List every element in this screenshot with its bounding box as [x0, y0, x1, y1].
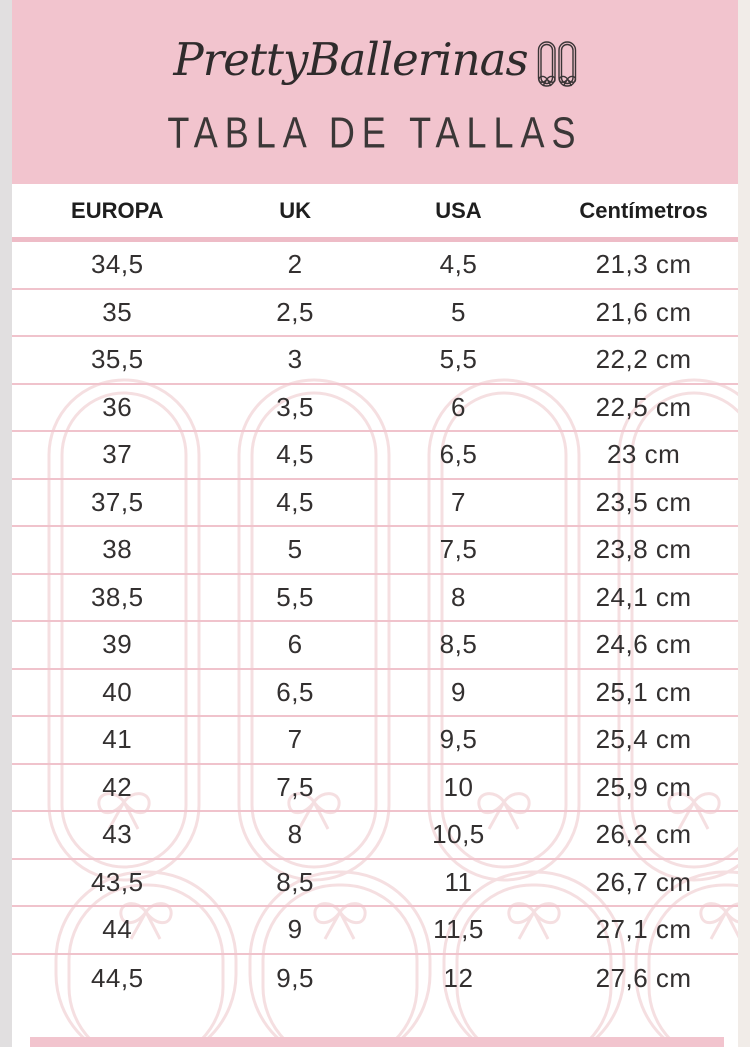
table-body: 34,5 2 4,5 21,3 cm 35 2,5 5 21,6 cm 35,5 3 5,5 22,2…	[12, 242, 738, 1002]
size-cell: 4,5	[276, 486, 314, 517]
size-cell: 5	[287, 534, 303, 565]
table-row: 44 9 11,5 27,1 cm	[12, 907, 738, 955]
table-row: 34,5 2 4,5 21,3 cm	[12, 242, 738, 290]
table-row: 36 3,5 6 22,5 cm	[12, 385, 738, 432]
table-row: 37 4,5 6,5 23 cm	[12, 432, 738, 480]
page-edge-right	[738, 0, 750, 1047]
column-header-centímetros: Centímetros	[579, 197, 708, 223]
brand-logo-text: PrettyBallerinas	[173, 33, 528, 86]
size-cell: 21,3 cm	[595, 249, 692, 280]
size-cell: 43,5	[90, 866, 144, 897]
size-cell: 24,1 cm	[595, 581, 692, 612]
size-cell: 36	[102, 391, 133, 422]
size-cell: 37	[102, 439, 133, 470]
size-cell: 23,5 cm	[595, 486, 692, 517]
size-cell: 44,5	[90, 962, 144, 993]
table-header-row: EUROPA UK USA Centímetros	[12, 184, 738, 237]
table-row: 37,5 4,5 7 23,5 cm	[12, 480, 738, 527]
page-title: TABLA DE TALLAS	[167, 107, 583, 158]
page-edge-left	[0, 0, 12, 1047]
table-row: 42 7,5 10 25,9 cm	[12, 765, 738, 812]
size-cell: 25,9 cm	[595, 771, 692, 802]
size-cell: 27,6 cm	[595, 962, 692, 993]
brand-logo: PrettyBallerinas	[12, 24, 738, 87]
size-cell: 39	[102, 629, 133, 660]
table-row: 43,5 8,5 11 26,7 cm	[12, 860, 738, 907]
size-cell: 7,5	[276, 771, 314, 802]
table-row: 35,5 3 5,5 22,2 cm	[12, 337, 738, 385]
size-cell: 5	[450, 296, 466, 327]
size-cell: 5,5	[276, 581, 314, 612]
size-cell: 43	[102, 819, 133, 850]
size-cell: 44	[102, 914, 133, 945]
table-row: 40 6,5 9 25,1 cm	[12, 670, 738, 717]
size-cell: 37,5	[90, 486, 144, 517]
column-header-uk: UK	[279, 197, 312, 223]
size-cell: 26,7 cm	[595, 866, 692, 897]
size-cell: 8,5	[439, 629, 478, 660]
size-cell: 6,5	[439, 439, 478, 470]
size-cell: 35	[102, 296, 133, 327]
size-cell: 10,5	[432, 819, 485, 850]
ballet-flats-icon	[537, 41, 576, 87]
size-cell: 24,6 cm	[595, 629, 692, 660]
size-cell: 5,5	[439, 344, 478, 375]
size-cell: 40	[102, 676, 133, 707]
size-cell: 8	[450, 581, 466, 612]
size-cell: 27,1 cm	[595, 914, 692, 945]
size-cell: 6	[450, 391, 466, 422]
size-cell: 42	[102, 771, 133, 802]
size-cell: 7,5	[439, 534, 478, 565]
size-cell: 35,5	[90, 344, 144, 375]
size-cell: 2	[287, 249, 303, 280]
size-cell: 8	[287, 819, 303, 850]
size-cell: 10	[443, 771, 474, 802]
column-header-usa: USA	[435, 197, 482, 223]
size-cell: 6,5	[276, 676, 314, 707]
size-cell: 9,5	[439, 724, 478, 755]
table-row: 35 2,5 5 21,6 cm	[12, 290, 738, 337]
size-cell: 25,4 cm	[595, 724, 692, 755]
size-cell: 9	[450, 676, 466, 707]
size-cell: 7	[287, 724, 303, 755]
size-cell: 38,5	[90, 581, 144, 612]
table-row: 38,5 5,5 8 24,1 cm	[12, 575, 738, 622]
size-cell: 26,2 cm	[595, 819, 692, 850]
footer-accent-bar	[30, 1037, 724, 1047]
size-cell: 6	[287, 629, 303, 660]
table-row: 43 8 10,5 26,2 cm	[12, 812, 738, 860]
page: PrettyBallerinas TABLA DE TALLAS EUROPA U…	[12, 0, 738, 1047]
size-cell: 8,5	[276, 866, 314, 897]
size-cell: 4,5	[276, 439, 314, 470]
table-row: 39 6 8,5 24,6 cm	[12, 622, 738, 670]
header-divider	[12, 237, 738, 242]
size-cell: 4,5	[439, 249, 478, 280]
size-cell: 9,5	[276, 962, 314, 993]
size-table: EUROPA UK USA Centímetros 34,5 2 4,5 21,3 cm 35…	[12, 184, 738, 1002]
size-cell: 9	[287, 914, 303, 945]
table-row: 38 5 7,5 23,8 cm	[12, 527, 738, 575]
column-header-europa: EUROPA	[71, 197, 164, 223]
size-cell: 23 cm	[606, 439, 681, 470]
size-cell: 22,5 cm	[595, 391, 692, 422]
size-cell: 38	[102, 534, 133, 565]
size-cell: 12	[443, 962, 474, 993]
size-cell: 7	[450, 486, 466, 517]
size-cell: 2,5	[276, 296, 314, 327]
size-cell: 25,1 cm	[595, 676, 692, 707]
size-cell: 3,5	[276, 391, 314, 422]
size-cell: 11	[444, 866, 473, 897]
size-cell: 34,5	[90, 249, 144, 280]
size-cell: 23,8 cm	[595, 534, 692, 565]
size-cell: 21,6 cm	[595, 296, 692, 327]
brand-header: PrettyBallerinas TABLA DE TALLAS	[12, 0, 738, 184]
size-cell: 22,2 cm	[595, 344, 692, 375]
table-row: 44,5 9,5 12 27,6 cm	[12, 955, 738, 1003]
size-cell: 11,5	[433, 914, 484, 945]
size-cell: 41	[102, 724, 133, 755]
size-cell: 3	[287, 344, 303, 375]
table-row: 41 7 9,5 25,4 cm	[12, 717, 738, 765]
